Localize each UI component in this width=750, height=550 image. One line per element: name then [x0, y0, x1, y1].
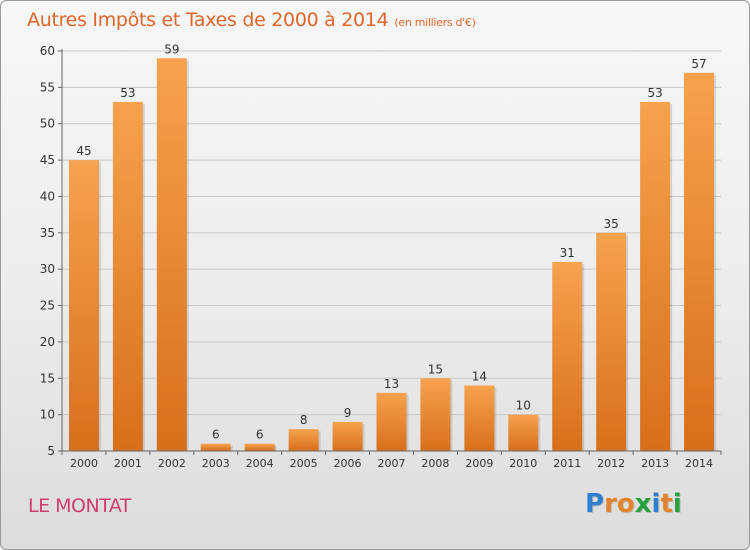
bar — [68, 160, 99, 451]
chart-title: Autres Impôts et Taxes de 2000 à 2014 (en… — [27, 9, 476, 31]
y-tick-label: 40 — [40, 189, 55, 203]
y-tick-label: 60 — [40, 44, 55, 58]
x-tick-label: 2013 — [641, 457, 669, 470]
data-label: 13 — [384, 377, 399, 391]
x-tick-label: 2003 — [202, 457, 230, 470]
bar — [640, 101, 671, 451]
bar — [332, 421, 363, 451]
bar — [200, 443, 231, 451]
x-tick-label: 2000 — [70, 457, 98, 470]
logo-letter: r — [604, 489, 617, 519]
logo-letter: t — [660, 489, 673, 519]
bar — [596, 232, 627, 451]
x-tick-label: 2001 — [114, 457, 142, 470]
bar — [552, 261, 583, 451]
y-tick-label: 30 — [40, 262, 55, 276]
chart-unit: (en milliers d'€) — [394, 16, 476, 29]
data-label: 35 — [604, 217, 619, 231]
x-tick-label: 2004 — [246, 457, 274, 470]
data-label: 8 — [300, 413, 308, 427]
data-label: 6 — [256, 428, 264, 442]
data-label: 9 — [344, 406, 352, 420]
y-tick-label: 25 — [40, 299, 55, 313]
bar — [376, 392, 407, 451]
x-tick-label: 2009 — [465, 457, 493, 470]
data-label: 15 — [428, 362, 443, 376]
x-tick-label: 2007 — [378, 457, 406, 470]
x-tick-label: 2005 — [290, 457, 318, 470]
x-tick-label: 2014 — [685, 457, 713, 470]
data-label: 53 — [120, 86, 135, 100]
data-label: 57 — [691, 57, 706, 71]
data-label: 10 — [516, 399, 531, 413]
y-tick-label: 55 — [40, 80, 55, 94]
y-tick-label: 45 — [40, 153, 55, 167]
data-label: 59 — [164, 42, 179, 56]
chart-title-text: Autres Impôts et Taxes de 2000 à 2014 — [27, 9, 389, 31]
logo-letter: i — [651, 489, 661, 519]
y-tick-label: 50 — [40, 117, 55, 131]
x-tick-label: 2012 — [597, 457, 625, 470]
bar — [684, 72, 715, 452]
bar — [508, 414, 539, 451]
y-tick-label: 15 — [40, 371, 55, 385]
y-axis: 5 10 15 20 25 30 35 40 45 50 55 60 — [40, 44, 63, 458]
bar — [156, 58, 187, 451]
x-tick-label: 2010 — [509, 457, 537, 470]
y-tick-label: 5 — [47, 444, 55, 458]
logo-letter: P — [585, 489, 605, 519]
bar — [464, 385, 495, 451]
logo-letter: o — [616, 489, 635, 519]
x-tick-label: 2006 — [334, 457, 362, 470]
commune-name: LE MONTAT — [28, 495, 131, 517]
bar — [244, 443, 275, 451]
bar — [288, 429, 319, 451]
data-label: 31 — [560, 246, 575, 260]
y-tick-label: 35 — [40, 226, 55, 240]
data-label: 14 — [472, 370, 487, 384]
x-tick-label: 2008 — [421, 457, 449, 470]
proxiti-logo[interactable]: Proxiti — [585, 489, 682, 519]
y-tick-label: 20 — [40, 335, 55, 349]
bar — [420, 378, 451, 451]
data-label: 6 — [212, 428, 220, 442]
x-axis: 2000 2001 2002 2003 2004 2005 2006 2007 2008 2009… — [61, 450, 722, 470]
y-tick-label: 10 — [40, 408, 55, 422]
bar — [112, 101, 143, 451]
data-label: 45 — [76, 144, 91, 158]
bars: 45 53 59 6 6 8 9 13 15 14 10 31 35 53 57 — [68, 42, 717, 452]
logo-letter: i — [672, 489, 682, 519]
x-tick-label: 2011 — [553, 457, 581, 470]
logo-letter: x — [634, 489, 652, 519]
data-label: 53 — [647, 86, 662, 100]
x-tick-label: 2002 — [158, 457, 186, 470]
